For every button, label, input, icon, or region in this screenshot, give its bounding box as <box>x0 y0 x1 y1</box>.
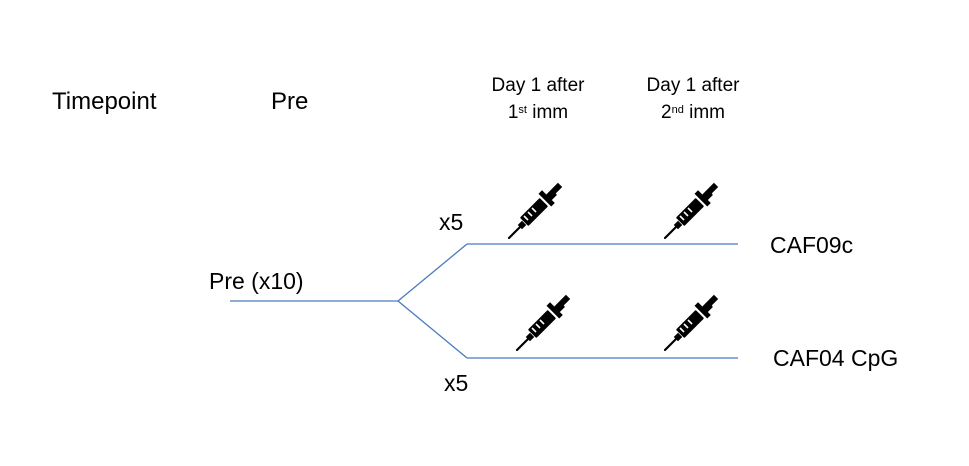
day1-after-second-imm-label: Day 1 after 2nd imm <box>633 72 753 126</box>
day1-first-line1: Day 1 after <box>491 75 585 96</box>
caf09c-group-label: CAF09c <box>770 232 854 258</box>
upper-count-label: x5 <box>439 209 464 235</box>
upper-branch-diagonal <box>397 243 468 302</box>
lower-branch-diagonal <box>397 300 468 359</box>
day1-first-line2: 1st imm <box>507 102 569 123</box>
syringe-icon <box>664 294 720 352</box>
pre-timepoint-label: Pre <box>271 88 309 115</box>
lower-count-label: x5 <box>444 370 469 396</box>
timepoint-label: Timepoint <box>52 88 157 115</box>
day1-second-line1: Day 1 after <box>646 75 740 96</box>
syringe-icon <box>516 294 572 352</box>
day1-second-line2: 2nd imm <box>661 102 725 123</box>
day1-after-first-imm-label: Day 1 after 1st imm <box>478 72 598 126</box>
caf04-cpg-group-label: CAF04 CpG <box>773 345 899 371</box>
root-group-label: Pre (x10) <box>209 268 304 294</box>
syringe-icon <box>664 182 720 240</box>
syringe-icon <box>508 182 564 240</box>
